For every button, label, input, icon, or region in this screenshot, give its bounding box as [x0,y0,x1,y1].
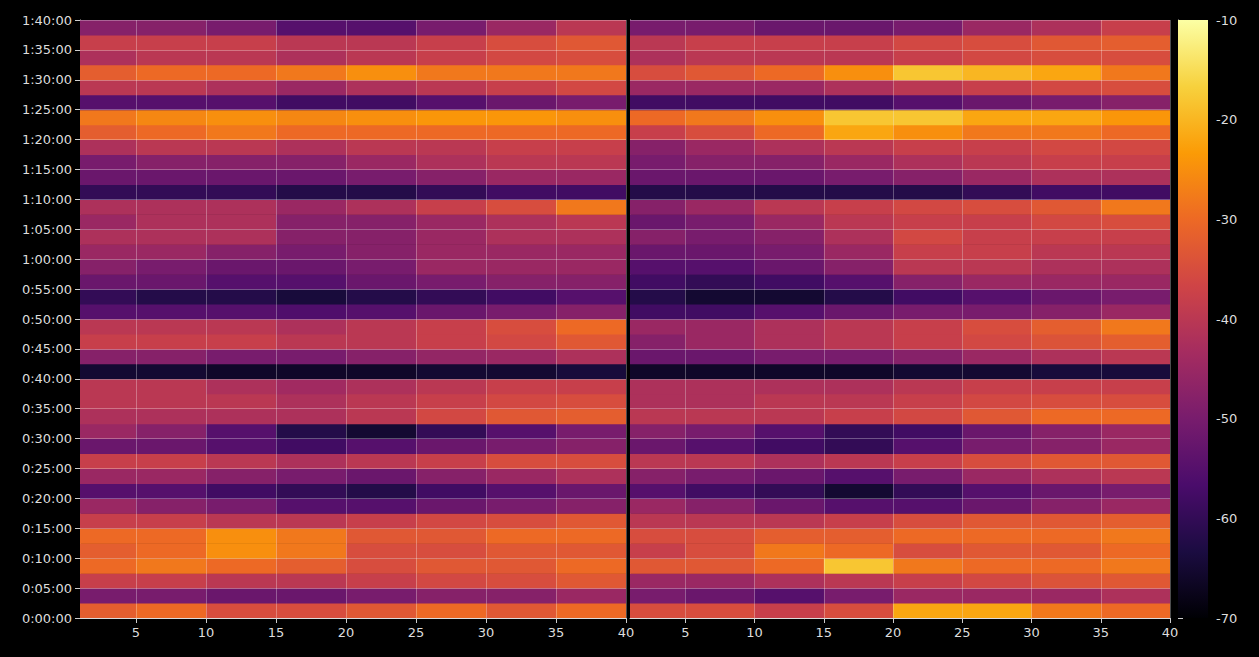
svg-text:35: 35 [548,625,565,640]
svg-text:1:10:00: 1:10:00 [22,192,72,207]
svg-text:0:50:00: 0:50:00 [22,312,72,327]
svg-text:25: 25 [408,625,425,640]
svg-text:-60: -60 [1216,511,1237,526]
svg-text:1:35:00: 1:35:00 [22,42,72,57]
svg-text:5: 5 [132,625,140,640]
svg-text:0:30:00: 0:30:00 [22,431,72,446]
svg-text:1:00:00: 1:00:00 [22,252,72,267]
svg-text:40: 40 [618,625,635,640]
svg-text:0:05:00: 0:05:00 [22,581,72,596]
svg-text:15: 15 [816,625,833,640]
svg-text:1:30:00: 1:30:00 [22,72,72,87]
svg-text:15: 15 [268,625,285,640]
svg-text:-50: -50 [1216,411,1237,426]
svg-text:0:15:00: 0:15:00 [22,521,72,536]
svg-text:1:05:00: 1:05:00 [22,222,72,237]
svg-text:0:35:00: 0:35:00 [22,401,72,416]
svg-text:1:25:00: 1:25:00 [22,102,72,117]
svg-text:0:55:00: 0:55:00 [22,282,72,297]
svg-text:-30: -30 [1216,212,1237,227]
svg-text:35: 35 [1092,625,1109,640]
svg-text:25: 25 [954,625,971,640]
svg-text:1:40:00: 1:40:00 [22,13,72,28]
svg-text:-10: -10 [1216,13,1237,28]
svg-text:20: 20 [338,625,355,640]
svg-text:40: 40 [1162,625,1179,640]
svg-text:0:25:00: 0:25:00 [22,461,72,476]
svg-text:20: 20 [885,625,902,640]
svg-text:10: 10 [746,625,763,640]
svg-text:-20: -20 [1216,112,1237,127]
svg-text:0:20:00: 0:20:00 [22,491,72,506]
svg-text:-70: -70 [1216,611,1237,626]
svg-text:1:20:00: 1:20:00 [22,132,72,147]
svg-text:1:15:00: 1:15:00 [22,162,72,177]
svg-text:5: 5 [681,625,689,640]
svg-text:0:00:00: 0:00:00 [22,611,72,626]
svg-text:30: 30 [478,625,495,640]
svg-text:10: 10 [198,625,215,640]
svg-text:0:40:00: 0:40:00 [22,371,72,386]
svg-text:-40: -40 [1216,312,1237,327]
svg-text:0:10:00: 0:10:00 [22,551,72,566]
svg-text:30: 30 [1023,625,1040,640]
svg-text:0:45:00: 0:45:00 [22,341,72,356]
